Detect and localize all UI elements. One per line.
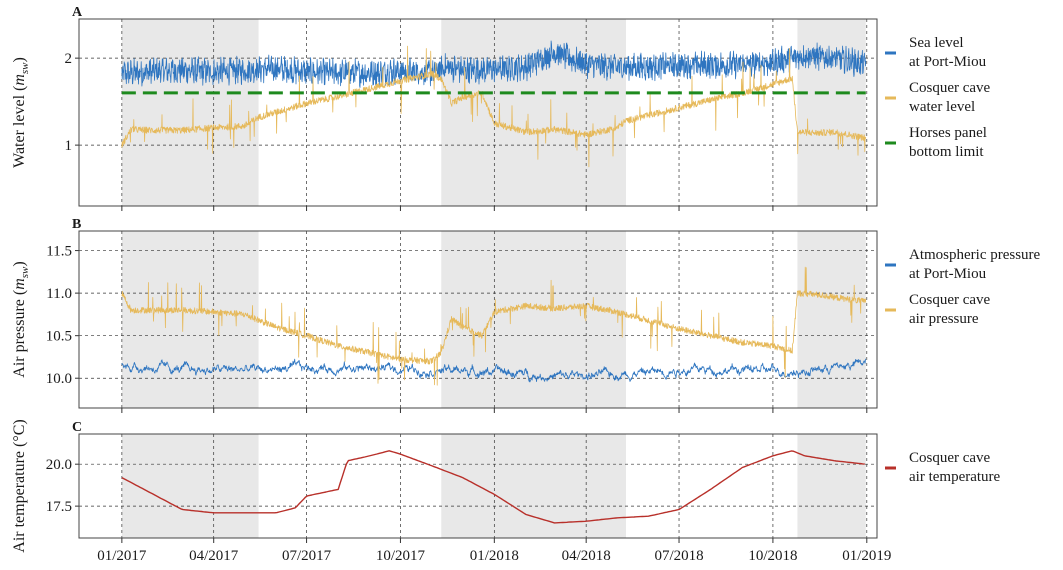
panel-c: 17.5 20.0 Cosquer cave air temperature C Air … (11, 419, 1001, 552)
series-line-1 (121, 358, 867, 383)
y-axis-label: Water level (msw) (11, 57, 31, 168)
series-line-1 (121, 450, 865, 524)
y-tick-label: 20.0 (46, 457, 72, 473)
x-axis: 01/2017 04/2017 07/2017 10/2017 01/2018 04/20… (97, 548, 891, 564)
y-axis-label-end: ) (11, 261, 28, 266)
legend-label: air temperature (909, 469, 1001, 485)
x-tick-label: 01/2018 (470, 548, 519, 564)
y-axis-label-unit: m (11, 74, 28, 86)
panel-letter: A (72, 5, 83, 20)
shaded-period-1-panel-1 (121, 19, 259, 206)
y-tick-label: 2 (65, 51, 73, 67)
panel-b: 10.0 10.5 11.0 11.5 Atmospheric pressure at P… (11, 217, 1041, 413)
legend-label: Horses panel (909, 125, 987, 141)
series-line-2 (121, 45, 867, 168)
legend-label: at Port-Miou (909, 266, 987, 282)
series-line-2 (121, 266, 867, 386)
y-axis-label-unit: m (11, 278, 28, 290)
legend-label: Cosquer cave (909, 80, 991, 96)
x-tick-label: 07/2017 (282, 548, 332, 564)
shaded-period-1-panel-3 (121, 434, 259, 538)
shaded-period-2-panel-3 (441, 434, 626, 538)
shaded-periods (121, 19, 866, 538)
panel-letter: B (72, 217, 81, 232)
series-line-1 (121, 40, 867, 88)
legend-label: Sea level (909, 35, 964, 51)
axes-frame (78, 433, 878, 539)
panel-a: 1 2 Sea level at Port-Miou Cosquer cave water… (11, 5, 991, 211)
panel-letter: C (72, 420, 82, 435)
y-axis-label: Air temperature (°C) (11, 419, 28, 552)
axes-frame (78, 230, 878, 409)
shaded-period-3-panel-2 (797, 231, 866, 408)
y-tick-label: 10.5 (46, 329, 72, 345)
x-tick-label: 10/2018 (748, 548, 797, 564)
y-axis-label-subscript: sw (19, 62, 31, 74)
y-tick-label: 11.0 (46, 286, 72, 302)
legend-label: Cosquer cave (909, 450, 991, 466)
shaded-period-3-panel-3 (797, 434, 866, 538)
legend-label: Cosquer cave (909, 292, 991, 308)
y-tick-label: 17.5 (46, 499, 72, 515)
legend-label: water level (909, 99, 975, 115)
legend-label: air pressure (909, 311, 979, 327)
x-tick-label: 01/2017 (97, 548, 147, 564)
legend-label: Atmospheric pressure (909, 247, 1041, 263)
axes-frame (78, 18, 878, 207)
y-axis-label: Air pressure (msw) (11, 261, 31, 377)
y-tick-label: 10.0 (46, 371, 72, 387)
y-axis-label-subscript: sw (19, 266, 31, 278)
x-tick-label: 07/2018 (654, 548, 703, 564)
y-axis-label-text: Air temperature (°C) (11, 419, 28, 552)
x-tick-label: 04/2018 (562, 548, 611, 564)
x-tick-label: 04/2017 (189, 548, 239, 564)
y-tick-label: 1 (65, 138, 73, 154)
y-tick-label: 11.5 (46, 244, 72, 260)
legend-label: at Port-Miou (909, 54, 987, 70)
shaded-period-1-panel-2 (121, 231, 259, 408)
legend-label: bottom limit (909, 144, 984, 160)
shaded-period-2-panel-1 (441, 19, 626, 206)
y-axis-label-text: Air pressure ( (11, 290, 28, 378)
x-tick-label: 10/2017 (376, 548, 426, 564)
x-tick-label: 01/2019 (842, 548, 891, 564)
shaded-period-3-panel-1 (797, 19, 866, 206)
y-axis-label-end: ) (11, 57, 28, 62)
y-axis-label-text: Water level ( (11, 86, 28, 168)
